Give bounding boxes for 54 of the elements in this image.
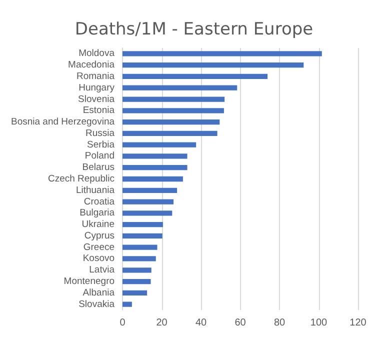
bar [122, 222, 163, 228]
bar [122, 188, 178, 193]
bar [122, 142, 196, 148]
bar [122, 130, 218, 136]
bar [122, 119, 220, 125]
bar [122, 154, 188, 159]
x-tick-label: 0 [120, 318, 126, 328]
bar [122, 290, 148, 296]
bar [122, 165, 188, 170]
y-tick-label: Slovenia [78, 94, 116, 105]
y-tick-label: Hungary [78, 82, 115, 94]
bar [122, 62, 304, 68]
bar [122, 210, 172, 216]
bar [122, 268, 152, 273]
bar [122, 85, 238, 90]
x-tick-label: 80 [274, 318, 286, 328]
bar [122, 233, 162, 239]
x-tick-label: 20 [156, 318, 168, 328]
bar [122, 51, 322, 56]
y-tick-label: Poland [84, 150, 115, 162]
bar [122, 176, 183, 182]
y-tick-label: Czech Republic [48, 174, 115, 184]
bar [122, 108, 224, 114]
bar [122, 302, 132, 307]
y-tick-label: Bulgaria [80, 208, 116, 219]
y-tick-label: Moldova [78, 48, 116, 60]
bar [122, 244, 158, 250]
x-tick-label: 60 [234, 318, 246, 328]
y-tick-label: Slovakia [78, 298, 116, 310]
y-tick-label: Greece [83, 242, 115, 253]
y-tick-label: Montenegro [64, 276, 115, 288]
y-tick-label: Latvia [89, 264, 116, 276]
y-tick-label: Croatia [84, 196, 116, 208]
bar [122, 74, 268, 80]
bar [122, 96, 225, 102]
y-tick-label: Cyprus [84, 230, 115, 242]
y-tick-label: Ukraine [82, 219, 115, 230]
bar [122, 199, 174, 204]
y-tick-label: Belarus [82, 162, 115, 174]
y-tick-label: Macedonia [68, 60, 116, 71]
x-tick-label: 120 [350, 318, 367, 328]
y-tick-label: Bosnia and Herzegovina [10, 116, 116, 128]
y-tick-label: Romania [76, 70, 116, 82]
bar [122, 256, 156, 262]
y-tick-label: Serbia [87, 139, 116, 150]
x-tick-label: 100 [310, 318, 328, 328]
y-tick-label: Russia [85, 128, 116, 139]
bar [122, 278, 151, 284]
chart-title: Deaths/1M - Eastern Europe [74, 20, 314, 40]
y-tick-label: Lithuania [76, 184, 116, 196]
y-tick-label: Albania [82, 287, 116, 298]
x-tick-label: 40 [195, 318, 208, 328]
y-tick-label: Kosovo [82, 253, 115, 264]
y-tick-label: Estonia [82, 105, 116, 116]
